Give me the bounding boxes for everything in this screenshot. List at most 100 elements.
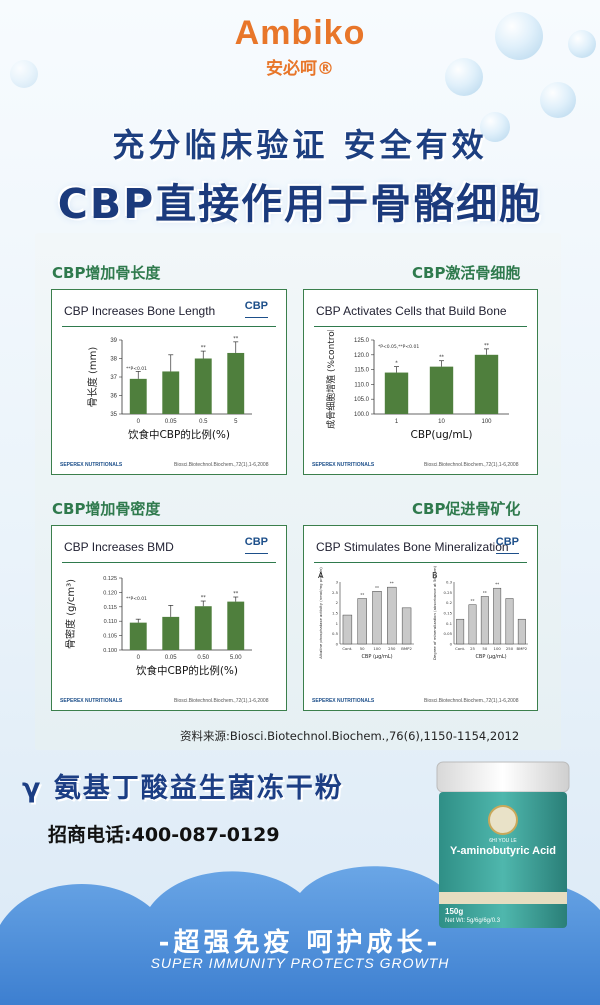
significance-marker: **: [360, 593, 364, 598]
bar: [429, 366, 454, 414]
chart-citation: Biosci.Biotechnol.Biochem.,72(1),1-6,200…: [424, 698, 519, 704]
section-heading-bmd: CBP增加骨密度: [52, 500, 161, 518]
category-label: 100: [481, 419, 492, 425]
category-label: Cont.: [342, 646, 352, 651]
y-axis-label: 成骨细胞增殖 (%control): [325, 330, 337, 429]
y-tick-label: 0.100: [103, 648, 117, 654]
bar-chart: 图为CBP对激骨矿化数据A00.511.522.53Cont.**50**100…: [312, 566, 528, 704]
divider: [314, 562, 527, 563]
category-label: 1: [395, 419, 399, 425]
can-product-name: Y-aminobutyric Acid: [450, 845, 556, 857]
y-tick-label: 35: [110, 412, 117, 418]
brand-mark: SEPEREX NUTRITIONALS: [312, 462, 375, 468]
category-label: 10: [438, 419, 445, 425]
y-tick-label: 125.0: [354, 338, 370, 344]
significance-note: **P<0.01: [126, 366, 147, 372]
y-tick-label: 37: [110, 375, 117, 381]
significance-marker: **: [483, 590, 487, 595]
bar: [456, 618, 465, 645]
can-illustration: [436, 761, 570, 928]
y-tick-label: 0.120: [103, 590, 117, 596]
brand-logo-cn: 安必呵®: [266, 59, 334, 79]
chart-card-bone-length: CBP Increases Bone Length CBP​ 353637383…: [51, 289, 287, 475]
significance-marker: **: [375, 585, 379, 590]
significance-note: **P<0.01: [126, 596, 147, 602]
headline-secondary: CBP直接作用于骨骼细胞: [57, 180, 543, 228]
bar: [194, 358, 212, 414]
x-axis-label: 饮食中CBP的比例(%): [128, 428, 230, 441]
bar: [372, 591, 382, 645]
significance-marker: **: [233, 336, 239, 342]
can-brand: 6HI YOU LE: [489, 838, 517, 844]
category-label: BMP2: [401, 646, 412, 651]
bar: [517, 618, 526, 645]
y-tick-label: 0: [336, 642, 339, 647]
chart-card-bone-cells: CBP Activates Cells that Build Bone 100.…: [303, 289, 538, 475]
significance-marker: **: [439, 355, 445, 361]
bar: [162, 616, 180, 650]
y-axis-label: 骨密度 (g/cm³): [64, 579, 77, 649]
significance-note: *P<0.05,**P<0.01: [378, 344, 419, 350]
category-label: 0: [137, 655, 141, 661]
slogan-chinese: -超强免疫 呵护成长-: [158, 928, 442, 958]
y-tick-label: 0.105: [103, 634, 117, 640]
bar: [387, 586, 397, 645]
panel-label: A: [318, 571, 324, 580]
y-tick-label: 0.2: [446, 600, 453, 605]
y-tick-label: 115.0: [354, 368, 369, 374]
x-axis-label: CBP (μg/mL): [361, 654, 392, 660]
y-tick-label: 0.15: [444, 611, 453, 616]
panel-label: B: [432, 571, 438, 580]
card-title: CBP Increases Bone Length: [64, 304, 216, 318]
cbp-badge: CBP​: [495, 536, 519, 554]
y-tick-label: 0.25: [444, 590, 453, 595]
card-title: CBP Stimulates Bone Mineralization: [316, 540, 509, 554]
chart-card-bmd: CBP Increases BMD CBP​ 0.1000.1050.1100.…: [51, 525, 287, 711]
brand-mark: SEPEREX NUTRITIONALS: [312, 698, 375, 704]
y-tick-label: 110.0: [354, 382, 369, 388]
contact-phone: 招商电话:400-087-0129: [48, 820, 280, 847]
contact-number: 400-087-0129: [131, 824, 280, 846]
can-net-weight: Net Wt: 5g/6g/6g/0.3: [445, 918, 501, 924]
category-label: 5.00: [230, 655, 242, 661]
bar: [357, 598, 367, 645]
molecule-ball: [445, 58, 483, 96]
significance-marker: **: [201, 345, 207, 351]
significance-marker: **: [201, 595, 207, 601]
bar: [194, 606, 212, 650]
divider: [62, 326, 276, 327]
category-label: 0: [137, 419, 141, 425]
y-tick-label: 0: [450, 642, 453, 647]
section-heading-bone-cells: CBP激活骨细胞: [412, 264, 521, 282]
y-tick-label: 1.5: [332, 611, 339, 616]
y-tick-label: 105.0: [354, 397, 370, 403]
molecule-ball: [10, 60, 38, 88]
x-axis-label: CBP(ug/mL): [411, 429, 473, 441]
category-label: 0.5: [199, 419, 208, 425]
molecule-ball: [495, 12, 543, 60]
y-tick-label: 0.115: [104, 605, 117, 611]
molecule-ball: [540, 82, 576, 118]
bar: [227, 601, 245, 650]
brand-mark: SEPEREX NUTRITIONALS: [60, 462, 123, 468]
molecule-ball: [480, 112, 510, 142]
significance-marker: **: [390, 581, 394, 586]
chart-citation: Biosci.Biotechnol.Biochem.,72(1),1-6,200…: [174, 698, 269, 704]
y-axis-label: Alkaline phosphatase activity (nmol/mg p…: [318, 567, 323, 659]
y-tick-label: 38: [110, 357, 117, 363]
category-label: 50: [482, 646, 487, 651]
card-title: CBP Increases BMD: [64, 540, 174, 554]
category-label: 100: [494, 646, 502, 651]
category-label: BMP2: [517, 646, 528, 651]
bar: [384, 372, 409, 414]
y-tick-label: 0.125: [103, 576, 117, 582]
y-tick-label: 120.0: [354, 353, 370, 359]
section-heading-bone-length: CBP增加骨长度: [52, 264, 161, 282]
x-axis-label: 饮食中CBP的比例(%): [136, 664, 238, 677]
category-label: 0.05: [165, 419, 177, 425]
y-tick-label: 100.0: [354, 412, 370, 418]
y-tick-label: 0.05: [444, 631, 453, 636]
category-label: 5: [234, 419, 238, 425]
significance-marker: **: [484, 343, 490, 349]
bar: [129, 378, 147, 414]
